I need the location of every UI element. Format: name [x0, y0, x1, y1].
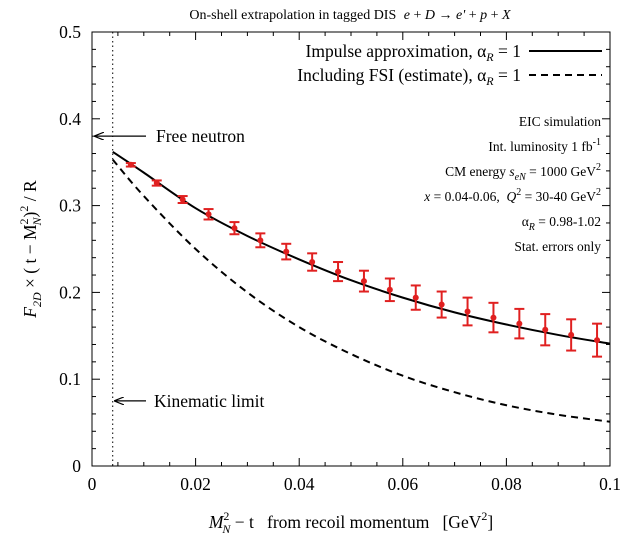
info-line-4: x = 0.04-0.06, Q2 = 30-40 GeV2	[423, 187, 601, 204]
data-point	[360, 278, 367, 285]
title-reaction-arrow: →	[435, 8, 456, 23]
title-reaction-e: e	[404, 8, 410, 23]
data-point	[568, 331, 575, 338]
y-tick-label: 0.1	[59, 369, 81, 389]
chart-title: On-shell extrapolation in tagged DIS	[189, 8, 396, 23]
x-tick-label: 0.1	[599, 474, 621, 494]
chart-title-line: On-shell extrapolation in tagged DIS e +…	[189, 8, 511, 23]
info-line-1: EIC simulation	[519, 114, 601, 129]
data-point	[594, 337, 601, 344]
title-reaction-x: X	[501, 8, 511, 23]
x-tick-label: 0	[88, 474, 97, 494]
impulse-approximation-curve	[112, 150, 611, 345]
title-reaction-p: p	[479, 8, 487, 23]
axis-ticks	[91, 31, 611, 467]
data-point	[412, 294, 419, 301]
title-reaction-eprime: e'	[456, 8, 466, 23]
data-point	[542, 326, 549, 333]
x-tick-label: 0.08	[491, 474, 522, 494]
axis-tick-labels: 0 0.02 0.04 0.06 0.08 0.1 0 0.1 0.2 0.3 0.4 0.5	[59, 22, 621, 494]
free-neutron-label: Free neutron	[156, 126, 245, 146]
title-reaction-plus2: +	[465, 8, 480, 23]
info-line-5: αR = 0.98-1.02	[522, 214, 601, 233]
y-axis-label: F2D × ( t − M2N)2 / R	[17, 180, 44, 319]
info-line-2: Int. luminosity 1 fb-1	[488, 137, 601, 154]
title-reaction-plus3: +	[487, 8, 502, 23]
data-point	[490, 314, 497, 321]
x-tick-label: 0.06	[387, 474, 418, 494]
annotation-free-neutron: Free neutron	[95, 126, 245, 146]
data-point	[335, 268, 342, 275]
fsi-estimate-curve	[111, 158, 611, 423]
data-point	[283, 248, 290, 255]
annotation-kinematic-limit: Kinematic limit	[115, 391, 264, 411]
y-tick-label: 0	[72, 456, 81, 476]
data-point	[127, 161, 134, 168]
info-line-6: Stat. errors only	[514, 239, 601, 254]
info-line-3: CM energy seN = 1000 GeV2	[445, 162, 601, 183]
y-tick-label: 0.2	[59, 282, 81, 302]
y-tick-label: 0.4	[59, 109, 81, 129]
kinematic-limit-label: Kinematic limit	[154, 391, 264, 411]
data-point	[464, 308, 471, 315]
data-point	[205, 211, 212, 218]
title-reaction-plus1: +	[410, 8, 425, 23]
data-point	[179, 196, 186, 203]
data-point	[309, 259, 316, 266]
y-tick-label: 0.5	[59, 22, 81, 42]
data-point	[386, 286, 393, 293]
x-tick-label: 0.04	[284, 474, 315, 494]
data-point	[153, 180, 160, 187]
data-point	[516, 320, 523, 327]
legend-label-impulse: Impulse approximation, αR = 1	[306, 41, 521, 64]
curves	[111, 150, 611, 423]
x-axis-label: M2 N − t from recoil momentum [GeV2]	[208, 509, 493, 534]
data-point	[438, 301, 445, 308]
x-tick-label: 0.02	[180, 474, 211, 494]
title-reaction-d: D	[424, 8, 435, 23]
data-point	[257, 237, 264, 244]
legend: Impulse approximation, αR = 1 Including …	[297, 41, 602, 88]
y-tick-label: 0.3	[59, 196, 81, 216]
info-box: EIC simulation Int. luminosity 1 fb-1 CM…	[423, 114, 601, 254]
data-point	[231, 225, 238, 232]
legend-label-fsi: Including FSI (estimate), αR = 1	[297, 65, 521, 88]
simulation-points	[125, 161, 603, 358]
